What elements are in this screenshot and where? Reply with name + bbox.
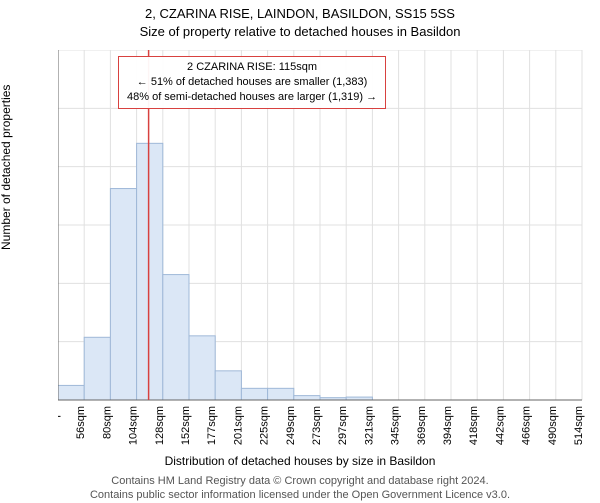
histogram-bar <box>110 189 136 400</box>
svg-text:490sqm: 490sqm <box>547 406 559 445</box>
svg-text:201sqm: 201sqm <box>232 406 244 445</box>
svg-text:418sqm: 418sqm <box>468 406 480 445</box>
footer-line-2: Contains public sector information licen… <box>0 488 600 502</box>
footer-line-1: Contains HM Land Registry data © Crown c… <box>0 474 600 488</box>
histogram-bar <box>137 143 163 400</box>
svg-text:128sqm: 128sqm <box>154 406 166 445</box>
histogram-bar <box>84 337 110 400</box>
svg-text:321sqm: 321sqm <box>363 406 375 445</box>
histogram-bar <box>294 396 320 400</box>
annotation-line-3: 48% of semi-detached houses are larger (… <box>127 90 377 105</box>
svg-text:345sqm: 345sqm <box>390 406 402 445</box>
svg-text:56sqm: 56sqm <box>75 406 87 439</box>
svg-text:32sqm: 32sqm <box>58 406 61 439</box>
svg-text:249sqm: 249sqm <box>285 406 297 445</box>
page-title-address: 2, CZARINA RISE, LAINDON, BASILDON, SS15… <box>0 6 600 21</box>
histogram-bar <box>58 385 84 400</box>
svg-text:442sqm: 442sqm <box>494 406 506 445</box>
svg-text:394sqm: 394sqm <box>442 406 454 445</box>
annotation-line-2: ← 51% of detached houses are smaller (1,… <box>127 75 377 90</box>
histogram-bar <box>189 336 215 400</box>
annotation-box: 2 CZARINA RISE: 115sqm ← 51% of detached… <box>118 56 386 109</box>
svg-text:466sqm: 466sqm <box>521 406 533 445</box>
svg-text:297sqm: 297sqm <box>337 406 349 445</box>
svg-text:80sqm: 80sqm <box>101 406 113 439</box>
histogram-bar <box>241 388 267 400</box>
svg-text:177sqm: 177sqm <box>206 406 218 445</box>
footer-credits: Contains HM Land Registry data © Crown c… <box>0 474 600 503</box>
svg-text:152sqm: 152sqm <box>180 406 192 445</box>
y-axis-label: Number of detached properties <box>0 85 13 250</box>
histogram-bar <box>163 275 189 400</box>
svg-text:514sqm: 514sqm <box>573 406 585 445</box>
x-axis-label: Distribution of detached houses by size … <box>0 454 600 468</box>
histogram-bar <box>268 388 294 400</box>
histogram-plot: 02004006008001000120032sqm56sqm80sqm104s… <box>58 50 588 460</box>
annotation-line-1: 2 CZARINA RISE: 115sqm <box>127 60 377 75</box>
svg-text:104sqm: 104sqm <box>128 406 140 445</box>
svg-text:369sqm: 369sqm <box>416 406 428 445</box>
svg-text:273sqm: 273sqm <box>311 406 323 445</box>
histogram-bar <box>215 371 241 400</box>
svg-text:225sqm: 225sqm <box>259 406 271 445</box>
page-title-subtitle: Size of property relative to detached ho… <box>0 24 600 39</box>
